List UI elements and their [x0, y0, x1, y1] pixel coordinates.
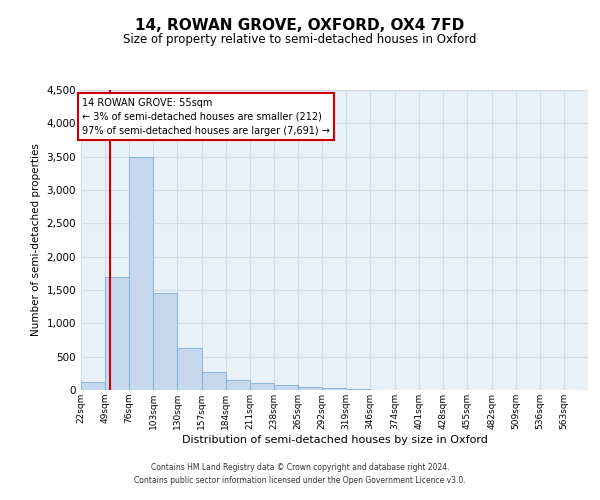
Bar [81, 382, 105, 390]
Bar [298, 386, 322, 390]
Text: 14 ROWAN GROVE: 55sqm
← 3% of semi-detached houses are smaller (212)
97% of semi: 14 ROWAN GROVE: 55sqm ← 3% of semi-detac… [82, 98, 330, 136]
Bar [346, 389, 370, 390]
Text: Size of property relative to semi-detached houses in Oxford: Size of property relative to semi-detach… [123, 32, 477, 46]
Bar [154, 294, 178, 390]
Text: Contains public sector information licensed under the Open Government Licence v3: Contains public sector information licen… [134, 476, 466, 485]
X-axis label: Distribution of semi-detached houses by size in Oxford: Distribution of semi-detached houses by … [182, 434, 487, 444]
Bar [105, 276, 129, 390]
Bar [322, 388, 346, 390]
Text: 14, ROWAN GROVE, OXFORD, OX4 7FD: 14, ROWAN GROVE, OXFORD, OX4 7FD [136, 18, 464, 32]
Bar [250, 384, 274, 390]
Bar [226, 380, 250, 390]
Bar [202, 372, 226, 390]
Text: Contains HM Land Registry data © Crown copyright and database right 2024.: Contains HM Land Registry data © Crown c… [151, 464, 449, 472]
Bar [274, 385, 298, 390]
Bar [178, 348, 202, 390]
Bar [129, 156, 154, 390]
Y-axis label: Number of semi-detached properties: Number of semi-detached properties [31, 144, 41, 336]
